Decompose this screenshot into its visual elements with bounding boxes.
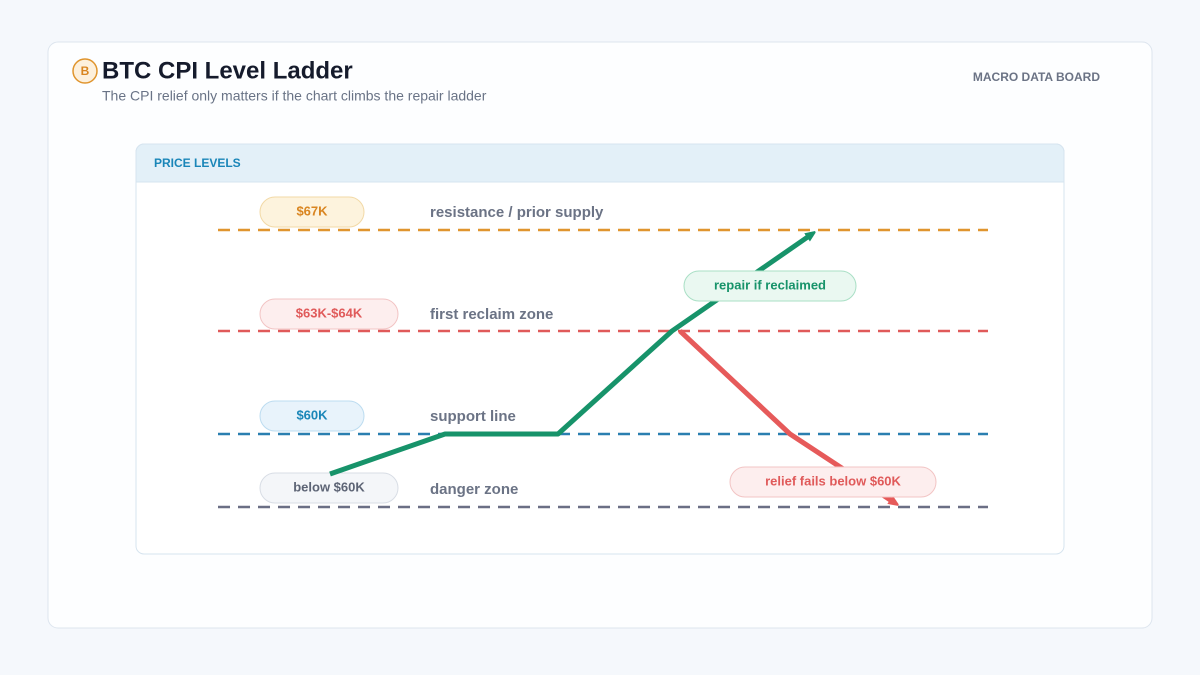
level-pill [259,298,399,330]
level-label: $63K-$64K [296,305,363,320]
icon-text: B [81,64,90,78]
annotation: repair if reclaimed [714,277,826,292]
badge: MACRO DATA BOARD [973,70,1100,84]
annotation-pill [683,270,857,302]
level-pill [259,196,365,228]
panel-title: PRICE LEVELS [154,156,241,170]
panel-header [135,143,1065,183]
level-description: support line [430,408,516,425]
annotation: relief fails below $60K [765,473,901,488]
level-label: $67K [296,203,328,218]
subtitle: The CPI relief only matters if the chart… [102,88,487,104]
annotation-pill [729,466,937,498]
level-pill [259,472,399,504]
level-description: resistance / prior supply [430,204,604,221]
title: BTC CPI Level Ladder [102,57,353,84]
level-description: danger zone [430,481,518,498]
level-label: $60K [296,407,328,422]
icon [72,58,98,84]
level-pill [259,400,365,432]
level-label: below $60K [293,479,365,494]
level-description: first reclaim zone [430,306,553,323]
level-lines [218,228,988,509]
